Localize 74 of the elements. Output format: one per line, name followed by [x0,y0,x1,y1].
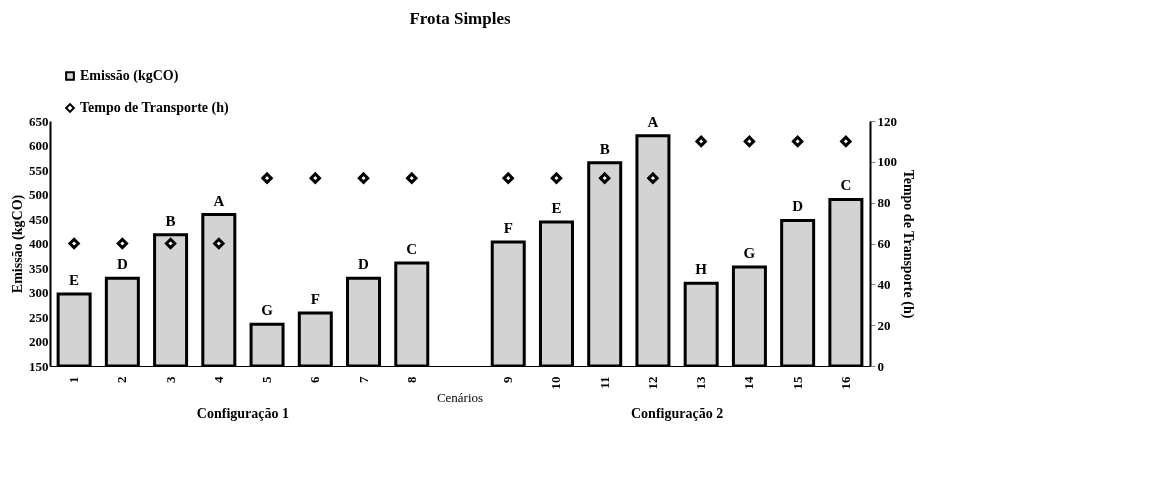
data-label: C [840,177,852,194]
data-label: G [261,302,274,319]
x-tick-label: 14 [741,376,757,390]
data-label: C [406,241,418,258]
legend-label: Tempo de Transporte (h) [80,100,230,116]
data-label: H [695,261,708,278]
point [791,135,804,148]
x-tick-label: 2 [114,376,130,383]
data-label: F [310,291,320,308]
chart-title: Frota Simples [409,9,511,29]
data-label: D [358,256,370,273]
y-tick-label: 450 [29,211,49,227]
y2-tick-label: 40 [877,276,891,292]
x-tick-label: 15 [789,376,805,390]
point [116,237,129,250]
x-tick-label: 16 [837,376,853,390]
data-label: A [213,192,225,209]
data-label: E [551,199,562,216]
x-tick-label: 7 [355,376,371,383]
data-label: G [743,245,756,262]
x-axis-title: Cenários [436,390,484,405]
data-label: A [647,113,659,130]
point [502,172,514,184]
y-tick-label: 400 [29,236,49,251]
data-label: F [503,220,513,237]
x-tick-label: 9 [500,376,516,383]
point [550,172,563,184]
y-tick-label: 150 [29,358,49,374]
data-label: B [599,140,610,157]
y-tick-label: 500 [29,187,49,202]
y-tick-label: 550 [29,162,49,178]
y2-tick-label: 0 [877,358,884,374]
point [213,237,225,250]
y2-tick-label: 100 [877,154,897,170]
x-tick-label: 5 [259,376,275,383]
y-axis-title: Emissão (kgCO) [10,194,26,294]
text: Configuração 2 [630,406,724,421]
point [164,237,177,250]
data-label: B [165,212,176,229]
data-label: E [69,271,80,288]
x-tick-label: 10 [548,376,564,390]
y-tick-label: 350 [29,260,49,276]
point [357,172,370,184]
x-tick-label: 4 [210,376,226,383]
y2-axis-title: Tempo de Transporte (h) [900,169,916,319]
x-tick-label: 11 [596,376,612,389]
x-tick-label: 13 [693,376,709,390]
point [743,135,756,148]
y-tick-label: 650 [29,113,49,129]
y-tick-label: 250 [29,309,49,325]
x-tick-label: 3 [162,376,178,383]
point [840,135,852,148]
y-tick-label: 300 [29,285,49,300]
x-tick-label: 8 [403,376,419,383]
y-tick-label: 200 [29,334,49,349]
point [261,172,273,184]
point [647,172,659,184]
x-tick-label: 1 [66,376,82,383]
y2-tick-label: 20 [877,317,891,333]
y2-tick-label: 80 [877,195,891,211]
point [695,135,707,148]
data-label: D [116,256,128,273]
y2-tick-label: 60 [877,236,891,251]
x-tick-label: 12 [644,376,660,390]
data-label: D [792,198,804,215]
legend-label: Emissão (kgCO) [80,68,179,84]
y2-tick-label: 120 [877,113,897,129]
point [68,237,80,250]
point [599,172,611,184]
y-tick-label: 600 [29,138,49,153]
point [406,172,418,184]
text: Configuração 1 [196,406,290,421]
point [309,172,321,184]
x-tick-label: 6 [307,376,323,383]
